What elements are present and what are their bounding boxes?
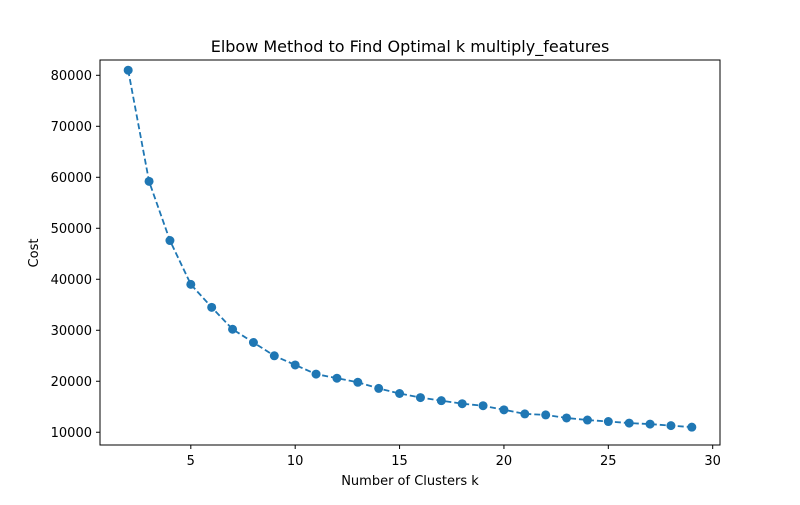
data-point	[562, 413, 572, 423]
x-tick-label: 15	[391, 454, 408, 469]
data-point	[165, 236, 175, 246]
plot-area: 5 10 15 20 25 30 10000 20000 30000 40000 50000 6000…	[51, 59, 721, 469]
data-point	[457, 399, 467, 409]
x-tick-label: 30	[704, 454, 721, 469]
x-tick-label: 5	[187, 454, 195, 469]
series-line	[127, 70, 692, 429]
x-tick-label: 25	[600, 454, 617, 469]
data-point	[645, 419, 655, 429]
data-point	[499, 405, 509, 415]
data-point	[248, 338, 258, 348]
data-point	[624, 418, 634, 428]
data-point	[269, 351, 279, 361]
data-point	[144, 176, 154, 186]
y-tick-label: 60000	[51, 171, 92, 186]
y-tick-label: 30000	[51, 324, 92, 339]
data-point	[582, 415, 592, 425]
axes-frame	[99, 59, 721, 446]
x-tick-label: 10	[287, 454, 304, 469]
data-point	[123, 65, 133, 75]
data-point	[541, 410, 551, 420]
y-tick-label: 70000	[51, 120, 92, 135]
data-point	[395, 388, 405, 398]
y-axis-label: Cost	[27, 239, 42, 268]
data-point	[228, 324, 238, 334]
data-point	[332, 373, 342, 383]
x-tick-label: 20	[496, 454, 513, 469]
y-tick-label: 20000	[51, 375, 92, 390]
data-point	[415, 393, 425, 403]
data-point	[290, 360, 300, 370]
y-tick-label: 80000	[51, 69, 92, 84]
data-point	[186, 279, 196, 289]
data-point	[436, 396, 446, 406]
x-axis-label: Number of Clusters k	[341, 474, 479, 489]
data-point	[207, 302, 217, 312]
y-tick-label: 10000	[51, 426, 92, 441]
y-tick-label: 40000	[51, 273, 92, 288]
chart-title: Elbow Method to Find Optimal k multiply_…	[211, 37, 610, 57]
data-point	[666, 421, 676, 431]
data-point	[687, 422, 697, 432]
y-tick-label: 50000	[51, 222, 92, 237]
data-point	[311, 369, 321, 379]
data-point	[478, 401, 488, 411]
data-point	[520, 409, 530, 419]
data-point	[353, 377, 363, 387]
data-point	[603, 417, 613, 427]
data-point	[374, 383, 384, 393]
